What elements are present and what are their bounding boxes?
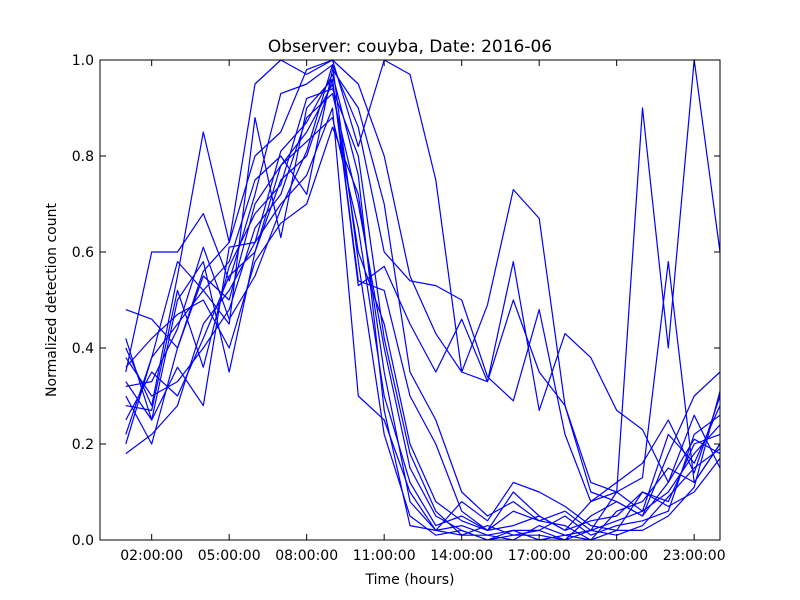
- chart-title: Observer: couyba, Date: 2016-06: [268, 37, 552, 57]
- x-tick-label-2: 05:00:00: [198, 548, 261, 564]
- series-line-3: [125, 64, 721, 503]
- series-line-6: [125, 68, 721, 532]
- y-axis-label: Normalized detection count: [44, 203, 60, 397]
- x-tick-label-8: 23:00:00: [663, 548, 726, 564]
- plot-frame: [99, 59, 721, 541]
- series-line-14: [125, 73, 721, 541]
- series-line-9: [125, 107, 721, 541]
- y-tick-label-1: 0.0: [72, 533, 94, 549]
- x-axis-label: Time (hours): [365, 572, 455, 588]
- series-line-10: [125, 116, 721, 541]
- series-line-13: [125, 64, 721, 541]
- series-line-11: [125, 126, 721, 532]
- y-tick-label-4: 0.6: [72, 245, 94, 261]
- tick-layer: 02:00:00 05:00:00 08:00:00 11:00:00 14:00:00…: [72, 53, 726, 564]
- y-tick-label-2: 0.2: [72, 437, 94, 453]
- series-line-4: [125, 78, 721, 483]
- y-tick-label-6: 1.0: [72, 53, 94, 69]
- y-tick-label-3: 0.4: [72, 341, 94, 357]
- x-tick-label-7: 20:00:00: [585, 548, 648, 564]
- x-tick-label-4: 11:00:00: [353, 548, 416, 564]
- series-line-8: [125, 92, 721, 541]
- series-line-5: [125, 78, 721, 532]
- y-tick-label-5: 0.8: [72, 149, 94, 165]
- x-tick-label-3: 08:00:00: [275, 548, 338, 564]
- series-line-12: [125, 88, 721, 536]
- x-tick-label-1: 02:00:00: [120, 548, 183, 564]
- series-line-7: [125, 83, 721, 532]
- x-tick-label-5: 14:00:00: [430, 548, 493, 564]
- series-line-2: [125, 59, 721, 493]
- series-layer: [125, 59, 721, 541]
- x-tick-label-6: 17:00:00: [508, 548, 571, 564]
